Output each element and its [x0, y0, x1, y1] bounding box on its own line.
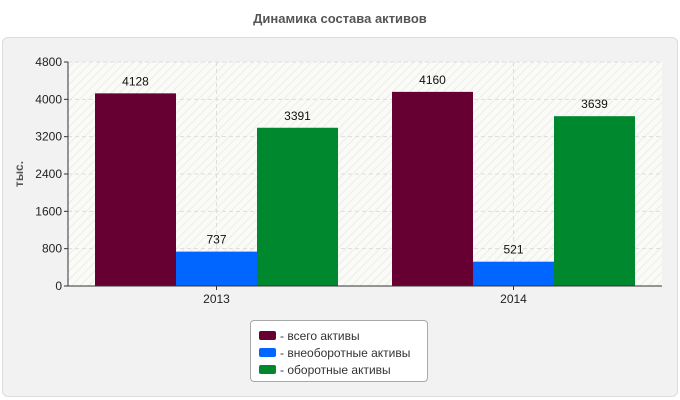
- chart-title: Динамика состава активов: [253, 11, 427, 26]
- bar-2014-3[interactable]: [554, 116, 635, 287]
- bar-2013-1[interactable]: [95, 93, 176, 286]
- legend-dash: -: [280, 328, 288, 343]
- bar-value-label: 3391: [284, 109, 311, 123]
- legend-item-current-assets[interactable]: - оборотные активы: [259, 361, 427, 378]
- legend-label: внеоборотные активы: [287, 345, 411, 360]
- bar-value-label: 521: [503, 243, 523, 257]
- x-tick-label: 2013: [203, 292, 230, 306]
- legend-label: оборотные активы: [287, 362, 391, 377]
- bar-value-label: 737: [206, 233, 226, 247]
- legend-swatch-total-assets: [259, 331, 276, 340]
- bar-2013-2[interactable]: [176, 251, 257, 286]
- legend-swatch-current-assets: [259, 365, 276, 374]
- bar-value-label: 4128: [122, 74, 149, 88]
- legend-swatch-noncurrent-assets: [259, 348, 276, 357]
- bar-value-label: 3639: [581, 97, 608, 111]
- y-tick-label: 4800: [35, 55, 62, 69]
- bar-value-label: 4160: [419, 73, 446, 87]
- bar-2014-1[interactable]: [392, 91, 473, 286]
- bar-2014-2[interactable]: [473, 261, 554, 286]
- y-axis-label: тыс.: [12, 161, 26, 187]
- y-tick-label: 4000: [35, 92, 62, 106]
- bar-2013-3[interactable]: [257, 127, 338, 287]
- x-tick-label: 2014: [500, 292, 527, 306]
- legend-dash: -: [280, 362, 288, 377]
- y-tick-label: 2400: [35, 167, 62, 181]
- legend-dash: -: [280, 345, 288, 360]
- y-tick-label: 1600: [35, 204, 62, 218]
- y-tick-label: 3200: [35, 130, 62, 144]
- y-tick-label: 800: [42, 242, 62, 256]
- y-tick-label: 0: [55, 279, 62, 293]
- legend: - всего активы - внеоборотные активы - о…: [250, 320, 428, 382]
- legend-item-noncurrent-assets[interactable]: - внеоборотные активы: [259, 344, 427, 361]
- legend-item-total-assets[interactable]: - всего активы: [259, 327, 427, 344]
- legend-label: всего активы: [287, 328, 360, 343]
